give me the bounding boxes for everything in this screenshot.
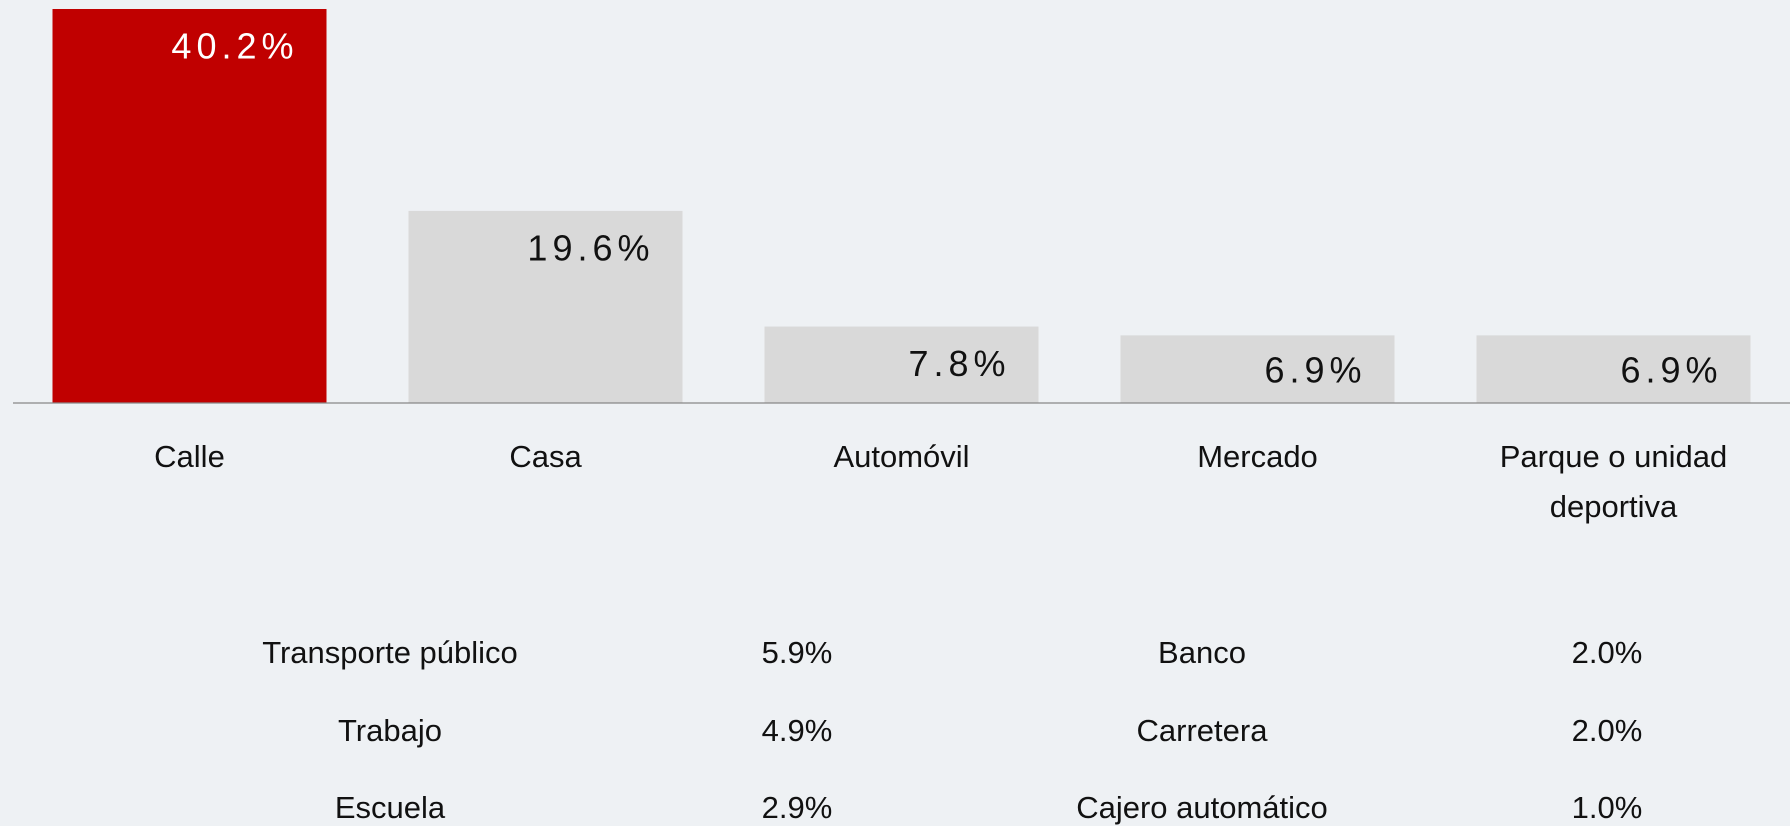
table-value: 5.9% bbox=[761, 635, 833, 670]
bar bbox=[764, 326, 1039, 403]
category-label: Casa bbox=[509, 439, 582, 474]
value-label: 7.8% bbox=[908, 343, 1010, 384]
table-label: Transporte público bbox=[262, 635, 518, 670]
table-value: 1.0% bbox=[1571, 790, 1643, 825]
table-value: 4.9% bbox=[761, 713, 833, 748]
table-label: Banco bbox=[1158, 635, 1246, 670]
category-label: Mercado bbox=[1197, 439, 1318, 474]
table-label: Carretera bbox=[1136, 713, 1268, 748]
bar bbox=[1120, 335, 1395, 403]
bar bbox=[1476, 335, 1751, 403]
category-label: Calle bbox=[154, 439, 225, 474]
value-label: 40.2% bbox=[171, 26, 298, 67]
category-label: Parque o unidad deportiva bbox=[1499, 439, 1728, 524]
value-label: 6.9% bbox=[1620, 350, 1722, 391]
table-label: Escuela bbox=[334, 790, 446, 825]
bar bbox=[52, 9, 327, 403]
table-value: 2.0% bbox=[1571, 635, 1643, 670]
table-value: 2.0% bbox=[1571, 713, 1643, 748]
bar bbox=[408, 210, 683, 403]
table-value: 2.9% bbox=[761, 790, 833, 825]
value-label: 19.6% bbox=[527, 227, 654, 268]
table-label: Trabajo bbox=[338, 713, 442, 748]
value-label: 6.9% bbox=[1264, 350, 1366, 391]
category-label: Automóvil bbox=[833, 439, 970, 474]
table-label: Cajero automático bbox=[1076, 790, 1328, 825]
